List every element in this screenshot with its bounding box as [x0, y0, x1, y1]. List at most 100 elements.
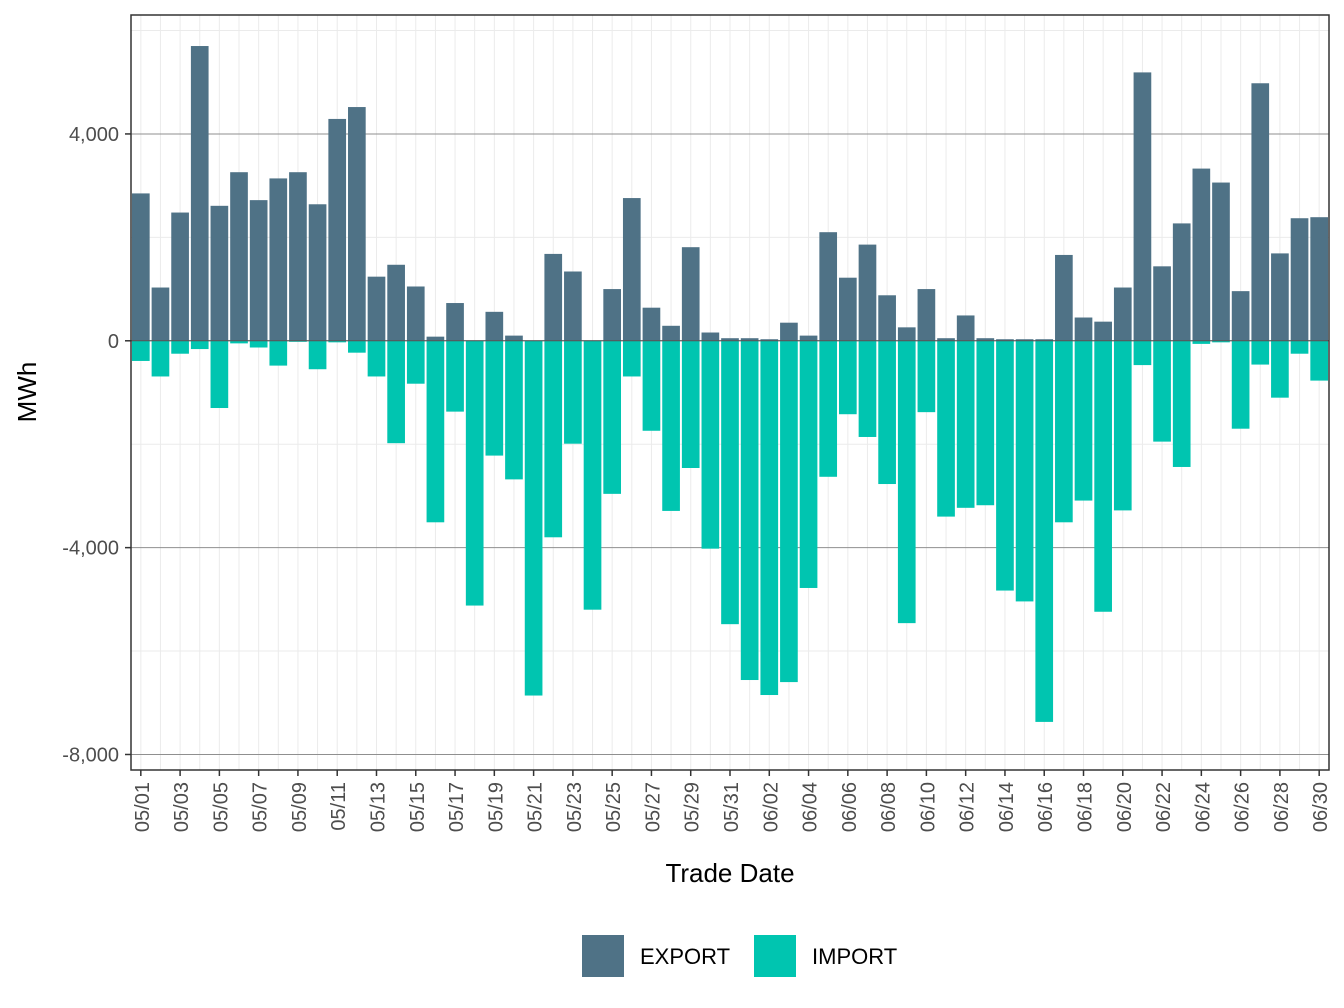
bar-export-05-29	[681, 247, 700, 341]
bar-export-05-13	[367, 276, 386, 341]
bar-import-05-06	[230, 340, 248, 344]
bar-import-06-29	[1290, 340, 1309, 354]
bar-export-06-11	[937, 338, 955, 341]
y-axis-title: MWh	[12, 362, 42, 423]
bar-import-05-31	[721, 340, 739, 625]
bar-export-06-26	[1231, 291, 1250, 341]
bar-export-06-08	[878, 295, 896, 341]
bar-export-05-05	[210, 205, 229, 341]
x-tick-label: 06/30	[1310, 782, 1332, 832]
bar-import-05-10	[308, 340, 327, 370]
bar-import-05-18	[465, 340, 484, 606]
bar-export-05-17	[446, 303, 464, 341]
bar-import-05-08	[269, 340, 288, 366]
bar-export-05-22	[544, 253, 563, 341]
bar-export-06-15	[1015, 339, 1034, 341]
x-tick-label: 06/22	[1153, 782, 1175, 832]
bar-import-06-05	[819, 340, 838, 477]
bar-export-06-16	[1035, 339, 1054, 341]
bars	[131, 46, 1329, 722]
bar-import-06-26	[1231, 340, 1250, 429]
x-tick-label: 06/10	[917, 782, 939, 832]
bar-import-06-15	[1015, 340, 1034, 602]
bar-export-05-31	[721, 338, 739, 341]
bar-export-06-12	[956, 315, 975, 341]
bar-import-05-16	[426, 340, 445, 523]
bar-import-06-08	[878, 340, 896, 485]
bar-import-06-17	[1055, 340, 1073, 523]
bar-import-06-19	[1094, 340, 1112, 612]
x-tick-label: 05/29	[682, 782, 704, 832]
bar-export-06-28	[1271, 253, 1289, 341]
bar-export-06-05	[819, 232, 838, 341]
bar-export-05-23	[564, 271, 582, 341]
bar-export-06-02	[760, 339, 779, 341]
x-axis: 05/01 05/03 05/05 05/07 05/09 05/11 05/13 05/15…	[132, 770, 1332, 832]
bar-import-05-17	[446, 340, 464, 412]
bar-export-06-07	[858, 244, 877, 341]
bar-import-05-25	[603, 340, 622, 494]
x-tick-label: 06/14	[996, 782, 1018, 832]
x-tick-label: 06/02	[760, 782, 782, 832]
bar-import-06-11	[937, 340, 955, 517]
bar-export-05-10	[308, 204, 327, 341]
bar-export-05-03	[171, 212, 189, 341]
bar-export-05-09	[289, 172, 307, 341]
legend-swatch-export	[582, 935, 624, 977]
x-tick-label: 06/24	[1192, 782, 1214, 832]
bar-import-06-27	[1251, 340, 1270, 365]
x-tick-label: 05/11	[328, 782, 350, 831]
bar-import-05-21	[524, 340, 543, 696]
bar-export-05-01	[131, 193, 150, 341]
bar-import-06-18	[1074, 340, 1093, 501]
bar-export-06-24	[1192, 168, 1211, 341]
bar-import-06-12	[956, 340, 975, 508]
bar-export-06-25	[1212, 182, 1230, 341]
bar-export-05-15	[406, 286, 425, 341]
bar-import-05-15	[406, 340, 425, 384]
bar-import-06-09	[897, 340, 916, 624]
x-tick-label: 05/05	[210, 782, 232, 832]
x-tick-label: 06/16	[1035, 782, 1057, 832]
bar-export-05-12	[348, 107, 366, 341]
bar-import-05-09	[289, 340, 307, 342]
bar-import-06-23	[1172, 340, 1191, 467]
x-tick-label: 06/06	[839, 782, 861, 832]
bar-import-05-20	[505, 340, 523, 480]
bar-export-06-20	[1113, 287, 1132, 341]
legend: EXPORT IMPORT	[582, 935, 897, 977]
x-tick-label: 05/25	[603, 782, 625, 832]
bar-export-05-19	[485, 311, 504, 341]
x-tick-label: 05/31	[721, 782, 743, 832]
bar-import-06-21	[1133, 340, 1152, 366]
x-tick-label: 05/27	[642, 782, 664, 832]
bar-export-06-04	[799, 335, 818, 341]
bar-import-06-10	[917, 340, 936, 413]
x-tick-label: 05/19	[485, 782, 507, 832]
x-tick-label: 06/08	[878, 782, 900, 832]
x-tick-label: 06/26	[1232, 782, 1254, 832]
x-tick-label: 05/17	[446, 782, 468, 832]
bar-export-06-09	[897, 327, 916, 341]
bar-import-06-13	[976, 340, 995, 506]
bar-export-06-30	[1310, 217, 1329, 341]
x-tick-label: 05/01	[132, 782, 154, 832]
bar-import-05-11	[328, 340, 347, 343]
x-tick-label: 05/21	[525, 782, 547, 832]
bar-import-05-14	[387, 340, 405, 444]
bar-import-05-13	[367, 340, 386, 377]
bar-export-05-08	[269, 178, 288, 341]
bar-import-05-27	[642, 340, 661, 431]
bar-import-05-26	[622, 340, 641, 377]
bar-export-06-10	[917, 289, 936, 341]
bar-export-06-23	[1172, 223, 1191, 341]
bar-export-05-27	[642, 307, 661, 341]
x-tick-label: 05/03	[171, 782, 193, 832]
bar-import-05-19	[485, 340, 504, 456]
x-tick-label: 05/07	[250, 782, 272, 832]
bar-import-05-29	[681, 340, 700, 468]
bar-export-05-14	[387, 264, 405, 341]
bar-export-05-30	[701, 332, 720, 341]
bar-export-06-14	[996, 339, 1014, 341]
legend-swatch-import	[754, 935, 796, 977]
